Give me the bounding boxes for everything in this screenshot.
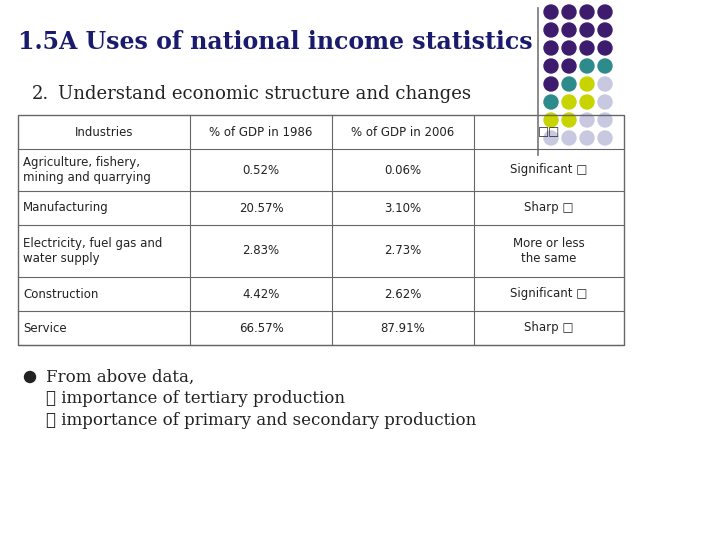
Circle shape	[598, 41, 612, 55]
Text: Sharp □: Sharp □	[524, 321, 574, 334]
Circle shape	[562, 41, 576, 55]
Circle shape	[562, 131, 576, 145]
Circle shape	[544, 23, 558, 37]
Text: 2.: 2.	[32, 85, 49, 103]
Text: □□: □□	[538, 125, 560, 138]
Text: 20.57%: 20.57%	[239, 201, 283, 214]
Circle shape	[598, 5, 612, 19]
Text: 87.91%: 87.91%	[381, 321, 426, 334]
Text: Sharp □: Sharp □	[524, 201, 574, 214]
Circle shape	[598, 77, 612, 91]
Text: % of GDP in 2006: % of GDP in 2006	[351, 125, 454, 138]
Circle shape	[580, 77, 594, 91]
Circle shape	[544, 95, 558, 109]
Circle shape	[598, 131, 612, 145]
Text: Service: Service	[23, 321, 67, 334]
Text: 4.42%: 4.42%	[243, 287, 279, 300]
Text: 2.73%: 2.73%	[384, 245, 422, 258]
Text: 3.10%: 3.10%	[384, 201, 422, 214]
Text: ✶ importance of primary and secondary production: ✶ importance of primary and secondary pr…	[46, 411, 476, 429]
Circle shape	[562, 113, 576, 127]
Text: Construction: Construction	[23, 287, 99, 300]
Text: Significant □: Significant □	[510, 287, 588, 300]
Text: Significant □: Significant □	[510, 164, 588, 177]
Text: 66.57%: 66.57%	[238, 321, 284, 334]
Circle shape	[580, 23, 594, 37]
Text: Agriculture, fishery,
mining and quarrying: Agriculture, fishery, mining and quarryi…	[23, 156, 151, 184]
Text: 0.52%: 0.52%	[243, 164, 279, 177]
Circle shape	[580, 113, 594, 127]
Circle shape	[544, 41, 558, 55]
Circle shape	[24, 372, 35, 382]
Circle shape	[544, 59, 558, 73]
Text: More or less
the same: More or less the same	[513, 237, 585, 265]
Circle shape	[562, 23, 576, 37]
Circle shape	[562, 5, 576, 19]
Text: Manufacturing: Manufacturing	[23, 201, 109, 214]
Bar	[18, 115, 624, 345]
Text: 1.5A Uses of national income statistics: 1.5A Uses of national income statistics	[18, 30, 533, 54]
Circle shape	[580, 5, 594, 19]
Circle shape	[598, 59, 612, 73]
Text: % of GDP in 1986: % of GDP in 1986	[210, 125, 312, 138]
Circle shape	[580, 59, 594, 73]
Circle shape	[580, 95, 594, 109]
Circle shape	[544, 77, 558, 91]
Circle shape	[598, 113, 612, 127]
Text: From above data,: From above data,	[46, 368, 194, 386]
Circle shape	[598, 95, 612, 109]
Text: ✶ importance of tertiary production: ✶ importance of tertiary production	[46, 390, 345, 407]
Text: 2.83%: 2.83%	[243, 245, 279, 258]
Circle shape	[544, 5, 558, 19]
Text: 0.06%: 0.06%	[384, 164, 422, 177]
Circle shape	[598, 23, 612, 37]
Text: Electricity, fuel gas and
water supply: Electricity, fuel gas and water supply	[23, 237, 163, 265]
Text: Industries: Industries	[75, 125, 133, 138]
Text: Understand economic structure and changes: Understand economic structure and change…	[58, 85, 471, 103]
Circle shape	[580, 41, 594, 55]
Circle shape	[562, 59, 576, 73]
Circle shape	[562, 95, 576, 109]
Circle shape	[544, 113, 558, 127]
Text: 2.62%: 2.62%	[384, 287, 422, 300]
Circle shape	[580, 131, 594, 145]
Circle shape	[544, 131, 558, 145]
Circle shape	[562, 77, 576, 91]
